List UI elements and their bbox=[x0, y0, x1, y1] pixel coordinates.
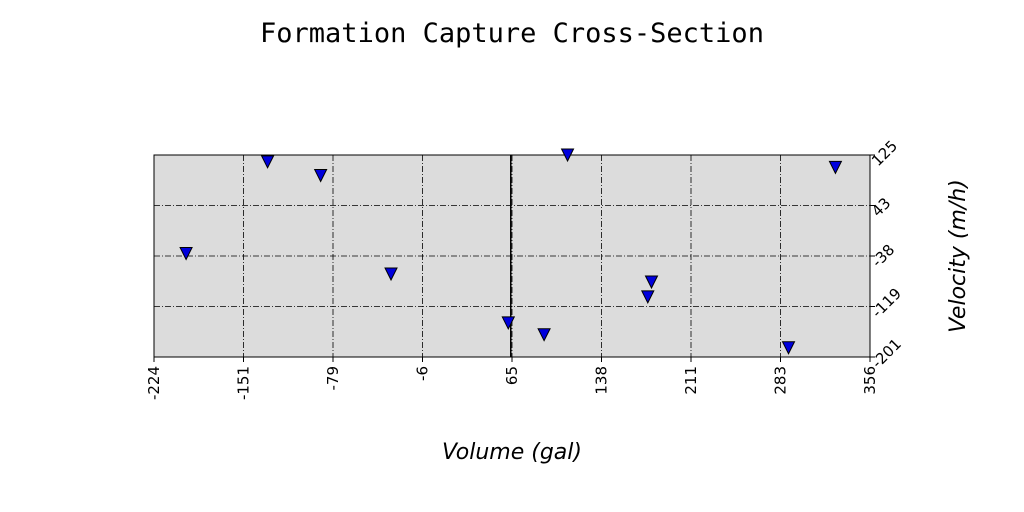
data-point bbox=[313, 168, 328, 183]
x-tick-label: 283 bbox=[772, 366, 790, 395]
data-point bbox=[644, 275, 659, 290]
x-tick-label: 65 bbox=[503, 366, 521, 385]
data-point bbox=[179, 247, 193, 261]
data-point bbox=[640, 290, 655, 305]
x-tick-label: 138 bbox=[593, 366, 611, 395]
data-point bbox=[828, 160, 843, 175]
x-axis: -224 -151 -79 -6 65 138 211 283 356 bbox=[145, 357, 879, 400]
data-point bbox=[260, 155, 275, 169]
y-tick-label: -119 bbox=[868, 285, 905, 322]
x-tick-label: 356 bbox=[861, 366, 879, 395]
x-tick-label: 211 bbox=[682, 366, 700, 395]
chart-title: Formation Capture Cross-Section bbox=[260, 18, 764, 49]
x-tick-label: -224 bbox=[145, 366, 163, 400]
x-tick-label: -79 bbox=[324, 366, 342, 391]
grid-lines bbox=[154, 155, 870, 357]
y-tick-label: 125 bbox=[868, 137, 901, 170]
data-point bbox=[501, 316, 516, 331]
y-tick-label: 43 bbox=[868, 194, 894, 220]
data-point bbox=[560, 148, 575, 163]
x-tick-label: -6 bbox=[414, 366, 432, 381]
y-tick-label: -38 bbox=[868, 241, 898, 271]
y-axis-label: Velocity (m/h) bbox=[946, 179, 971, 333]
data-point bbox=[384, 267, 398, 282]
data-point bbox=[781, 341, 796, 355]
x-axis-label: Volume (gal) bbox=[442, 440, 582, 465]
data-points bbox=[179, 148, 843, 355]
data-point bbox=[537, 328, 551, 342]
x-tick-label: -151 bbox=[235, 366, 253, 400]
